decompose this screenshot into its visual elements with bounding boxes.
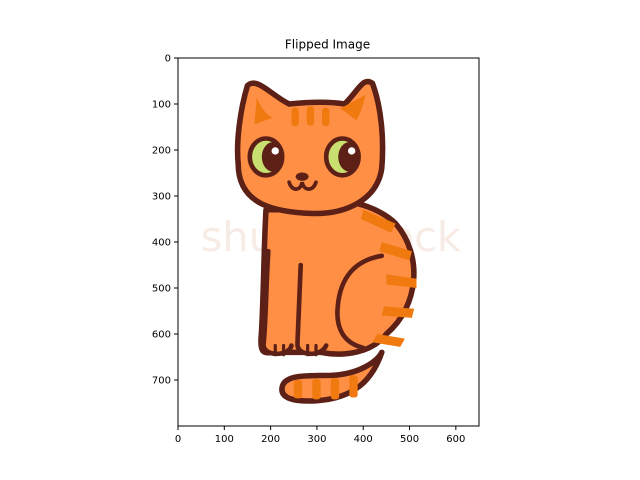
y-tick-label: 100 xyxy=(152,100,171,111)
toe-lines xyxy=(273,343,318,357)
tail-stripes xyxy=(293,375,358,400)
x-tick-label: 400 xyxy=(354,434,373,445)
y-tick-label: 200 xyxy=(152,146,171,157)
y-tick-label: 300 xyxy=(152,192,171,203)
y-tick-label: 500 xyxy=(152,284,171,295)
cat-mouth xyxy=(287,180,318,191)
y-tick-label: 400 xyxy=(152,238,171,249)
y-tick-label: 700 xyxy=(152,376,171,387)
x-axis-ticks: 0 100 200 300 400 500 600 xyxy=(175,426,465,445)
x-tick-label: 200 xyxy=(261,434,280,445)
cat-head xyxy=(234,78,386,217)
chart-title: Flipped Image xyxy=(285,38,370,52)
x-tick-label: 100 xyxy=(215,434,234,445)
eye-left xyxy=(247,136,285,178)
x-tick-label: 0 xyxy=(175,434,181,445)
hind-leg xyxy=(335,253,385,351)
y-tick-label: 0 xyxy=(165,54,171,65)
body-stripes xyxy=(360,209,417,347)
eye-right xyxy=(323,136,361,178)
inner-ear-right xyxy=(340,94,366,121)
y-tick-label: 600 xyxy=(152,330,171,341)
cat-nose xyxy=(295,172,309,181)
forehead-stripes xyxy=(291,106,330,127)
image-axes: shutterstock xyxy=(177,57,480,427)
x-tick-label: 300 xyxy=(307,434,326,445)
cat-image: shutterstock xyxy=(178,58,479,426)
inner-ear-left xyxy=(254,97,273,125)
x-tick-label: 600 xyxy=(446,434,465,445)
y-axis-ticks: 0 100 200 300 400 500 600 700 xyxy=(152,54,178,387)
x-tick-label: 500 xyxy=(400,434,419,445)
